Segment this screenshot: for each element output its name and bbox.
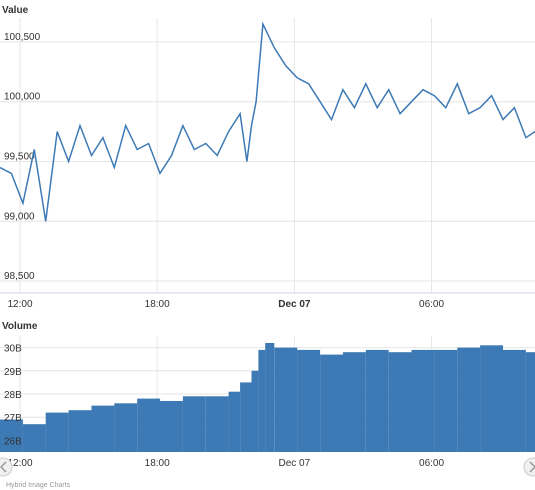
- value-series-line: [0, 21, 535, 222]
- volume-bar: [320, 354, 343, 452]
- volume-bar: [265, 343, 275, 452]
- value-x-tick-label: Dec 07: [278, 299, 311, 310]
- value-title: Value: [2, 5, 29, 16]
- volume-x-tick-label: 18:00: [145, 458, 170, 469]
- volume-bar: [503, 349, 526, 452]
- volume-bar: [68, 410, 92, 452]
- value-y-tick-label: 100,000: [4, 92, 41, 103]
- volume-bar: [297, 349, 321, 452]
- volume-bar: [388, 352, 412, 452]
- volume-bar: [274, 347, 298, 452]
- volume-x-ticks: 12:00 18:00 Dec 07 06:00: [7, 458, 444, 469]
- volume-x-tick-label: 06:00: [419, 458, 444, 469]
- volume-bar: [114, 403, 138, 452]
- chart-credit: Hybrid Image Charts: [6, 482, 71, 489]
- volume-bar: [182, 396, 206, 452]
- value-panel: Value 100,500 100,000 99,500 99,000 98,500 1…: [0, 5, 535, 310]
- volume-bar: [205, 396, 229, 452]
- volume-bar: [251, 370, 259, 452]
- volume-bar: [434, 349, 458, 452]
- volume-bar: [525, 352, 535, 452]
- value-y-tick-label: 98,500: [4, 271, 35, 282]
- volume-bar: [240, 382, 252, 452]
- volume-bar: [45, 412, 69, 452]
- volume-bars: [0, 343, 535, 452]
- volume-bar: [160, 401, 183, 452]
- value-x-tick-label: 12:00: [7, 299, 32, 310]
- navigator-handle-left[interactable]: [0, 457, 13, 477]
- value-y-tick-label: 99,500: [4, 151, 35, 162]
- value-y-ticks: 100,500 100,000 99,500 99,000 98,500: [4, 32, 41, 282]
- volume-bar: [22, 424, 46, 452]
- volume-bar: [137, 398, 161, 452]
- value-y-tick-label: 100,500: [4, 32, 41, 43]
- value-x-tick-label: 18:00: [145, 299, 170, 310]
- volume-bar: [365, 349, 389, 452]
- volume-y-tick-label: 28B: [4, 390, 22, 401]
- volume-bar: [0, 419, 23, 452]
- volume-x-tick-label: Dec 07: [279, 458, 311, 469]
- value-grid: [0, 18, 535, 294]
- volume-y-tick-label: 29B: [4, 367, 22, 378]
- value-x-tick-label: 06:00: [419, 299, 444, 310]
- value-y-tick-label: 99,000: [4, 211, 35, 222]
- volume-panel: Volume 30B 29B 28B 27B 26B 12:00 18:00 Dec 07 0…: [0, 321, 535, 477]
- volume-bar: [457, 347, 481, 452]
- volume-y-tick-label: 30B: [4, 344, 22, 355]
- volume-y-tick-label: 26B: [4, 436, 22, 447]
- volume-bar: [228, 391, 240, 452]
- navigator-handle-right[interactable]: [523, 457, 535, 477]
- volume-bar: [480, 345, 503, 452]
- volume-y-tick-label: 27B: [4, 413, 22, 424]
- volume-bar: [91, 405, 115, 452]
- volume-bar: [342, 352, 366, 452]
- volume-y-ticks: 30B 29B 28B 27B 26B: [4, 344, 22, 448]
- volume-bar: [411, 349, 435, 452]
- value-x-ticks: 12:00 18:00 Dec 07 06:00: [7, 299, 444, 310]
- volume-bar: [258, 349, 266, 452]
- volume-x-tick-label: 12:00: [7, 458, 32, 469]
- volume-title: Volume: [2, 321, 38, 332]
